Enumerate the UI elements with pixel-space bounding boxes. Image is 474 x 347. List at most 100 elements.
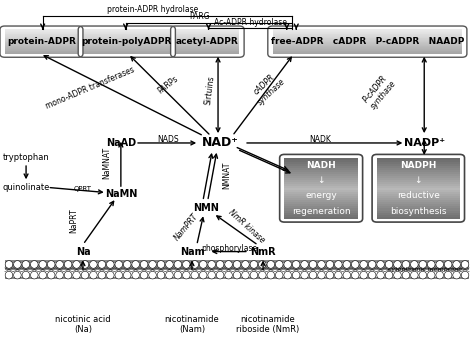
- Bar: [284, 176, 358, 178]
- Bar: [284, 214, 358, 217]
- Ellipse shape: [242, 261, 249, 268]
- Bar: [377, 166, 460, 168]
- Text: P-cADPR
synthase: P-cADPR synthase: [361, 73, 398, 111]
- Text: protein-ADPR: protein-ADPR: [7, 37, 76, 46]
- Text: mono-ADPR transferases: mono-ADPR transferases: [44, 66, 136, 111]
- Ellipse shape: [191, 271, 199, 279]
- Bar: [83, 39, 171, 40]
- Bar: [5, 37, 78, 39]
- Bar: [5, 39, 78, 40]
- Ellipse shape: [444, 271, 452, 279]
- Bar: [175, 31, 239, 32]
- Bar: [273, 43, 462, 44]
- Ellipse shape: [149, 271, 156, 279]
- Text: cADPR
synthase: cADPR synthase: [248, 70, 287, 107]
- Ellipse shape: [453, 261, 460, 268]
- Ellipse shape: [250, 261, 258, 268]
- Text: nicotinamide
riboside (NmR): nicotinamide riboside (NmR): [236, 315, 300, 334]
- Ellipse shape: [360, 271, 367, 279]
- Ellipse shape: [98, 271, 106, 279]
- Bar: [284, 160, 358, 162]
- Bar: [284, 204, 358, 206]
- Bar: [5, 40, 78, 41]
- Bar: [273, 40, 462, 41]
- Ellipse shape: [191, 261, 199, 268]
- Bar: [273, 48, 462, 49]
- Bar: [5, 32, 78, 33]
- Text: PARPs: PARPs: [156, 74, 180, 96]
- Ellipse shape: [410, 271, 418, 279]
- Ellipse shape: [140, 271, 148, 279]
- Bar: [175, 39, 239, 40]
- Ellipse shape: [419, 271, 427, 279]
- Bar: [377, 160, 460, 162]
- Bar: [377, 211, 460, 212]
- Text: nicotinic acid
(Na): nicotinic acid (Na): [55, 315, 111, 334]
- Ellipse shape: [123, 261, 131, 268]
- Bar: [175, 41, 239, 42]
- Ellipse shape: [216, 261, 224, 268]
- Ellipse shape: [242, 271, 249, 279]
- Bar: [377, 170, 460, 172]
- Ellipse shape: [157, 271, 165, 279]
- Bar: [175, 32, 239, 33]
- Bar: [273, 33, 462, 34]
- Ellipse shape: [64, 271, 72, 279]
- Ellipse shape: [115, 261, 123, 268]
- Bar: [284, 162, 358, 164]
- Text: phosphorylase: phosphorylase: [201, 244, 257, 253]
- Bar: [377, 174, 460, 176]
- Text: Sirtuins: Sirtuins: [204, 75, 216, 105]
- Ellipse shape: [436, 271, 444, 279]
- Bar: [175, 48, 239, 49]
- Bar: [273, 39, 462, 40]
- Bar: [284, 200, 358, 202]
- Bar: [5, 30, 78, 31]
- Bar: [175, 47, 239, 48]
- Ellipse shape: [292, 271, 300, 279]
- Text: ↓: ↓: [415, 176, 422, 185]
- Text: QPRT: QPRT: [74, 186, 92, 192]
- Text: PARG: PARG: [189, 12, 210, 21]
- Ellipse shape: [284, 261, 292, 268]
- Text: NaMNAT: NaMNAT: [102, 147, 111, 179]
- Ellipse shape: [267, 261, 274, 268]
- Ellipse shape: [107, 261, 114, 268]
- Ellipse shape: [22, 261, 30, 268]
- Bar: [83, 35, 171, 36]
- Ellipse shape: [5, 271, 13, 279]
- Ellipse shape: [335, 261, 342, 268]
- Ellipse shape: [453, 271, 460, 279]
- Ellipse shape: [73, 261, 80, 268]
- Bar: [273, 51, 462, 52]
- Bar: [5, 50, 78, 51]
- Ellipse shape: [123, 271, 131, 279]
- Ellipse shape: [301, 271, 309, 279]
- Ellipse shape: [200, 261, 207, 268]
- Bar: [273, 34, 462, 35]
- Bar: [273, 53, 462, 54]
- Bar: [284, 186, 358, 188]
- Ellipse shape: [174, 271, 182, 279]
- Text: acetyl-ADPR: acetyl-ADPR: [176, 37, 239, 46]
- Bar: [83, 51, 171, 52]
- Text: NADS: NADS: [157, 135, 179, 144]
- Text: nicotinamide
(Nam): nicotinamide (Nam): [164, 315, 219, 334]
- Ellipse shape: [309, 261, 317, 268]
- Bar: [83, 53, 171, 54]
- Ellipse shape: [343, 261, 351, 268]
- Bar: [175, 43, 239, 44]
- Ellipse shape: [30, 271, 38, 279]
- Bar: [273, 47, 462, 48]
- Ellipse shape: [149, 261, 156, 268]
- Ellipse shape: [140, 261, 148, 268]
- Bar: [273, 49, 462, 50]
- Ellipse shape: [56, 261, 64, 268]
- Ellipse shape: [461, 271, 469, 279]
- Ellipse shape: [309, 271, 317, 279]
- Bar: [377, 162, 460, 164]
- Ellipse shape: [284, 271, 292, 279]
- Bar: [83, 44, 171, 45]
- Bar: [83, 52, 171, 53]
- Ellipse shape: [318, 261, 325, 268]
